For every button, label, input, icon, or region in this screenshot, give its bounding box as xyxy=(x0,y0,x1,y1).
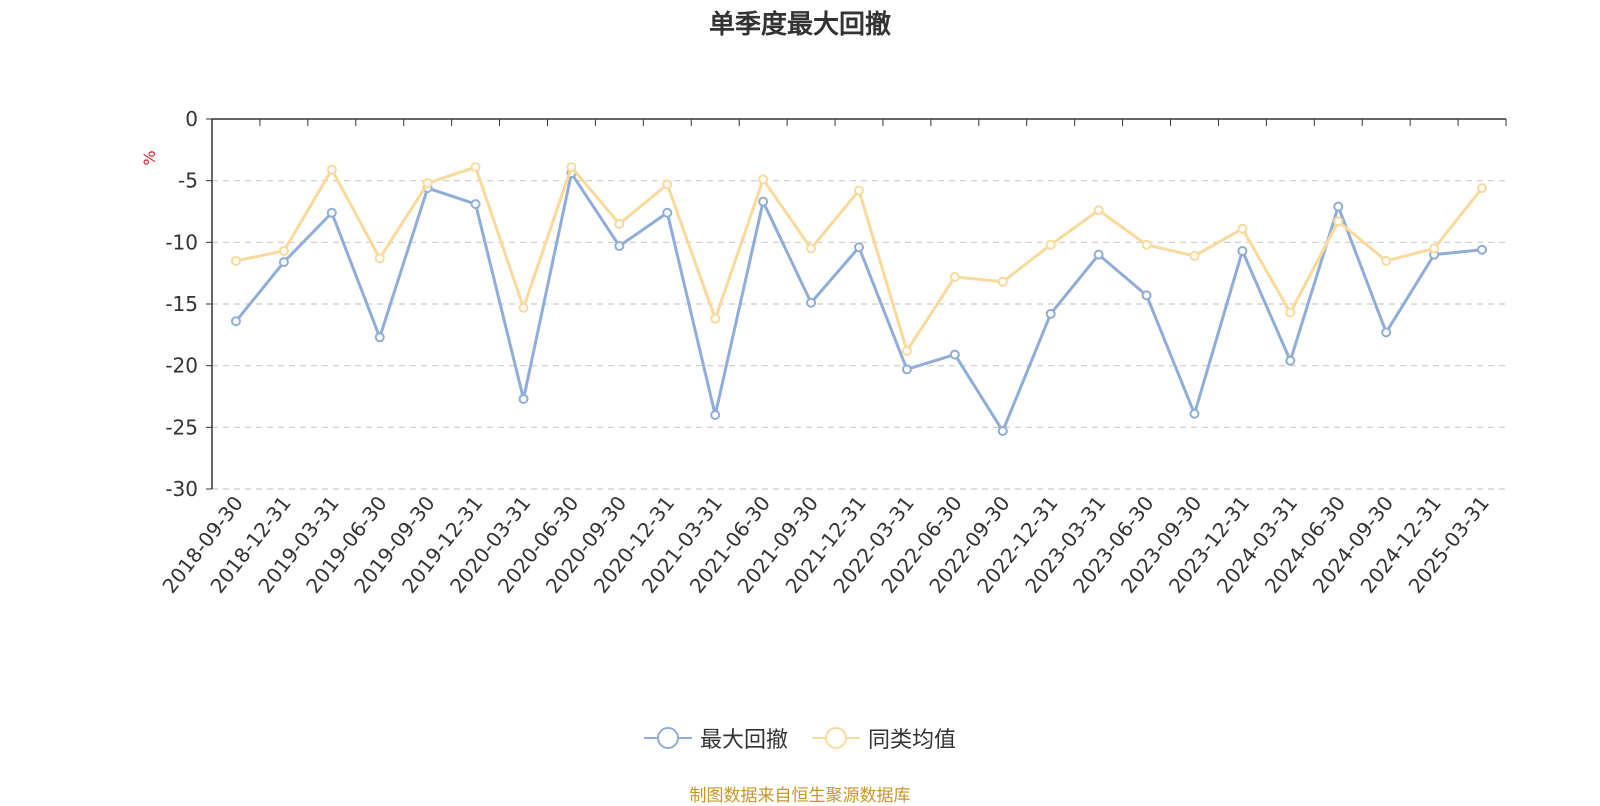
data-point-0 xyxy=(1333,201,1344,212)
legend-label-peer-average: 同类均值 xyxy=(868,728,957,753)
data-point-0 xyxy=(614,241,625,252)
data-point-0 xyxy=(1189,408,1200,419)
data-point-1 xyxy=(422,178,433,189)
data-point-0 xyxy=(997,426,1008,437)
data-point-0 xyxy=(1285,355,1296,366)
y-tick-label: 0 xyxy=(185,107,198,131)
data-point-1 xyxy=(326,164,337,175)
data-point-1 xyxy=(1285,307,1296,318)
legend-marker-peer-average xyxy=(812,727,860,749)
data-point-0 xyxy=(854,242,864,253)
data-point-1 xyxy=(1093,205,1104,216)
data-point-1 xyxy=(997,276,1008,287)
data-point-0 xyxy=(1381,327,1392,338)
data-point-0 xyxy=(1141,290,1152,301)
data-point-1 xyxy=(901,345,912,356)
data-point-0 xyxy=(949,349,960,360)
source-note: 制图数据来自恒生聚源数据库 xyxy=(689,786,911,806)
data-point-1 xyxy=(854,185,864,196)
legend: 最大回撤 同类均值 xyxy=(0,722,1600,754)
y-tick-label: -20 xyxy=(165,354,198,378)
data-point-1 xyxy=(566,162,577,173)
data-point-1 xyxy=(1141,239,1152,250)
data-point-1 xyxy=(1477,183,1488,194)
chart-title: 单季度最大回撤 xyxy=(708,10,891,40)
data-point-1 xyxy=(1045,239,1056,250)
y-tick-label: -25 xyxy=(165,415,198,439)
data-point-1 xyxy=(470,162,481,173)
data-point-0 xyxy=(1045,308,1056,319)
data-point-1 xyxy=(1333,216,1344,227)
data-point-0 xyxy=(901,364,912,375)
data-point-1 xyxy=(278,245,289,256)
data-point-1 xyxy=(518,302,529,313)
data-point-0 xyxy=(758,196,769,207)
data-point-0 xyxy=(374,332,385,343)
data-point-0 xyxy=(1477,244,1488,255)
y-tick-label: -10 xyxy=(165,230,198,254)
data-point-1 xyxy=(949,271,960,282)
y-axis-label: % xyxy=(140,150,159,165)
legend-label-max-drawdown: 最大回撤 xyxy=(699,728,788,753)
data-point-1 xyxy=(374,253,385,264)
data-point-0 xyxy=(230,316,241,327)
data-point-0 xyxy=(518,393,529,404)
y-tick-label: -15 xyxy=(165,292,198,316)
data-point-1 xyxy=(230,255,241,266)
data-point-1 xyxy=(758,174,769,185)
legend-item-peer-average[interactable]: 同类均值 xyxy=(812,722,956,754)
data-point-0 xyxy=(710,410,721,420)
data-point-0 xyxy=(806,297,817,308)
legend-marker-max-drawdown xyxy=(643,727,692,749)
legend-item-max-drawdown[interactable]: 最大回撤 xyxy=(643,722,788,754)
data-point-0 xyxy=(1237,245,1248,256)
data-point-1 xyxy=(1237,223,1248,234)
y-tick-label: -5 xyxy=(178,169,198,193)
data-point-1 xyxy=(662,179,673,190)
data-point-1 xyxy=(1429,243,1440,254)
data-point-0 xyxy=(326,207,337,218)
data-point-0 xyxy=(1093,249,1104,260)
data-point-1 xyxy=(806,243,817,254)
data-point-1 xyxy=(1189,250,1200,261)
y-tick-label: -30 xyxy=(165,477,198,501)
data-point-0 xyxy=(470,199,481,210)
data-point-1 xyxy=(1381,255,1392,266)
data-point-1 xyxy=(710,313,721,324)
data-point-1 xyxy=(614,218,625,229)
data-point-0 xyxy=(278,257,289,268)
data-point-0 xyxy=(662,207,673,218)
